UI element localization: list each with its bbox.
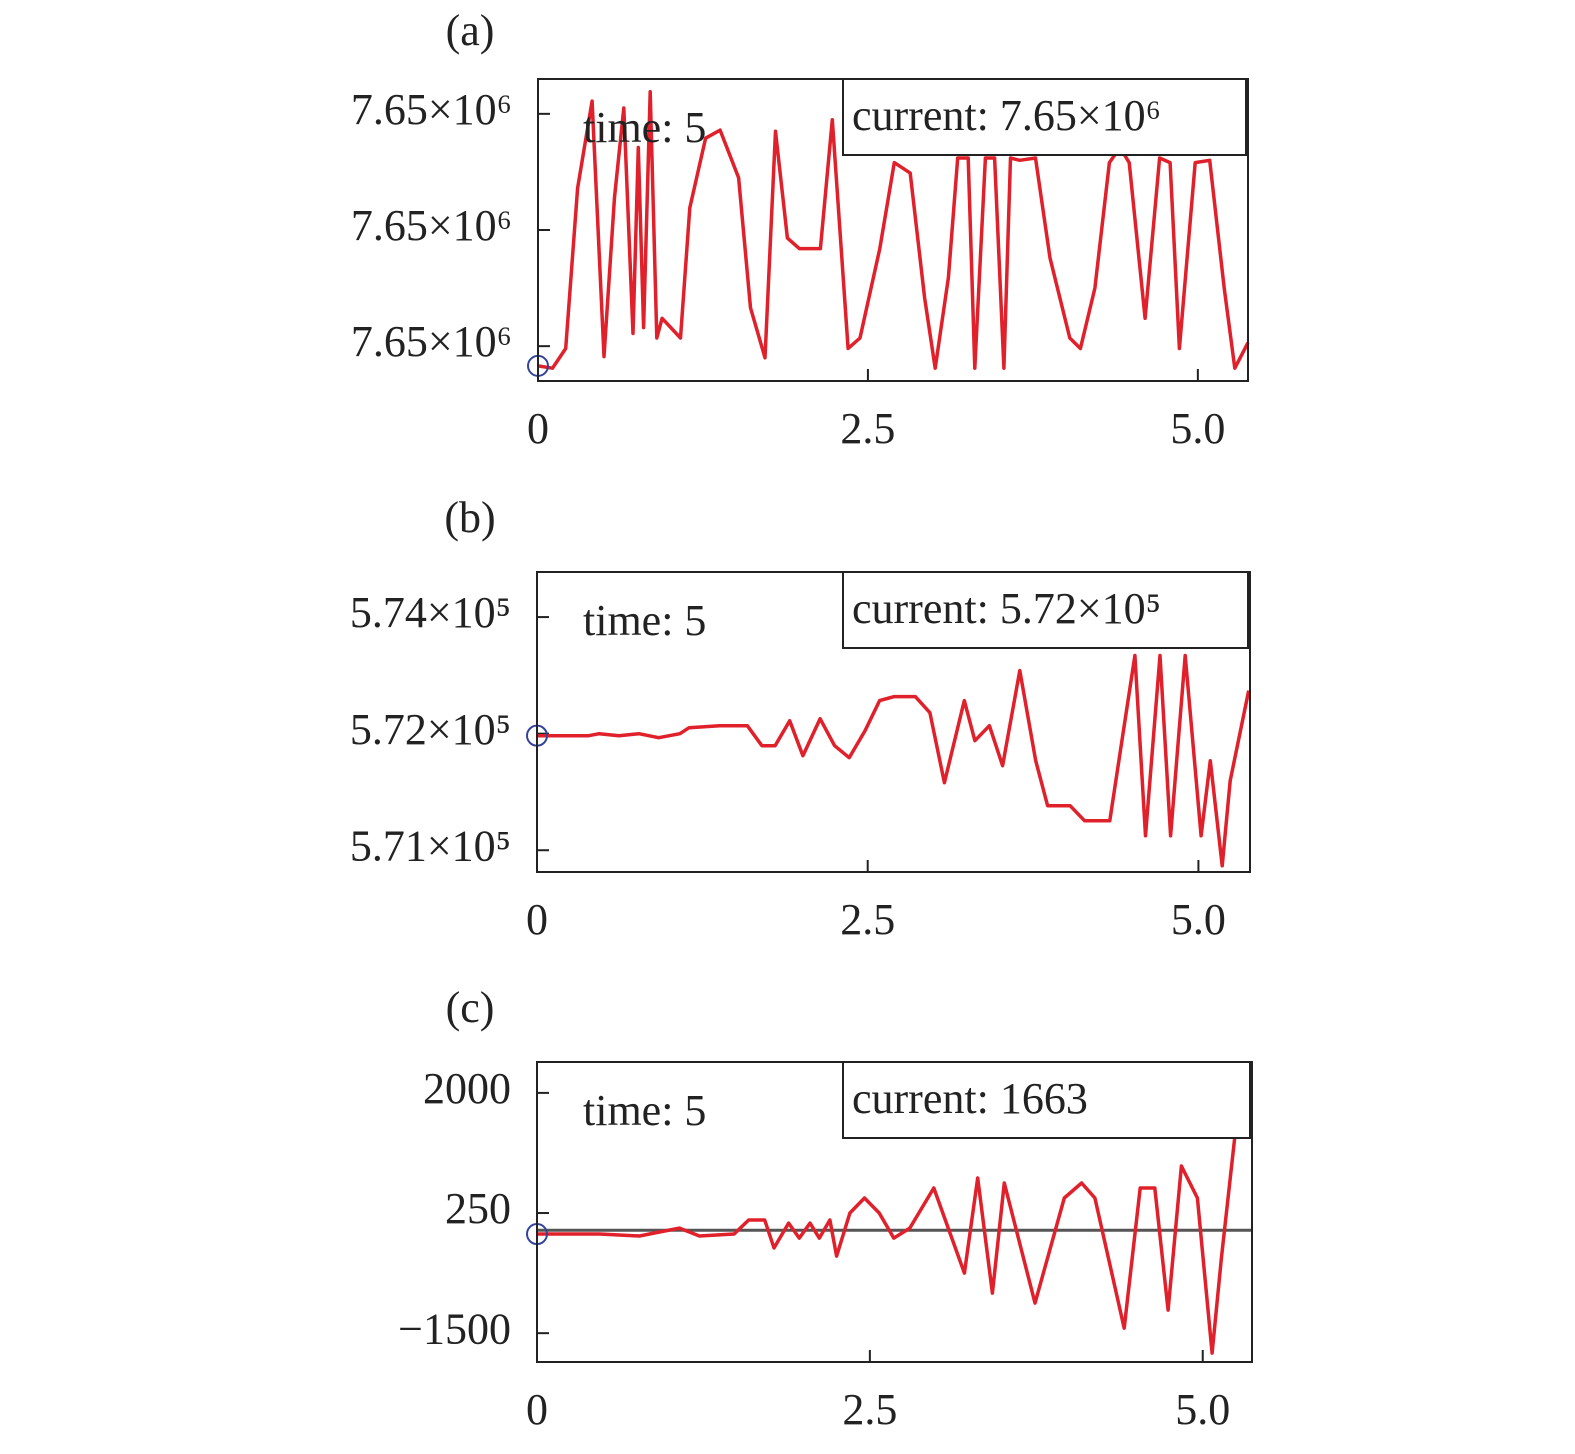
panel-label: (a): [446, 6, 495, 55]
y-tick-label: 2000: [423, 1064, 511, 1113]
time-annotation: time: 5: [583, 596, 706, 645]
y-tick-label: 5.74×10⁵: [350, 588, 511, 637]
x-tick-label: 2.5: [840, 895, 895, 944]
x-tick-label: 0: [526, 1385, 548, 1434]
x-tick-label: 5.0: [1171, 895, 1226, 944]
current-annotation: current: 1663: [852, 1074, 1088, 1123]
current-box: [842, 571, 1249, 649]
current-box: [842, 1061, 1251, 1139]
y-tick-label: 7.65×10⁶: [351, 201, 512, 250]
time-annotation: time: 5: [583, 103, 706, 152]
panel-label: (b): [444, 493, 495, 542]
y-tick-label: 7.65×10⁶: [351, 85, 512, 134]
current-annotation: current: 7.65×10⁶: [852, 91, 1161, 140]
current-annotation: current: 5.72×10⁵: [852, 584, 1161, 633]
y-tick-label: 5.72×10⁵: [350, 705, 511, 754]
current-box: [842, 78, 1247, 156]
x-tick-label: 5.0: [1175, 1385, 1230, 1434]
x-tick-label: 2.5: [842, 1385, 897, 1434]
x-tick-label: 5.0: [1170, 404, 1225, 453]
y-tick-label: 250: [445, 1184, 511, 1233]
panel-label: (c): [446, 983, 495, 1032]
y-tick-label: 5.71×10⁵: [350, 821, 511, 870]
data-line: [537, 1137, 1237, 1355]
data-line: [537, 653, 1251, 868]
x-tick-label: 0: [527, 404, 549, 453]
x-tick-label: 0: [526, 895, 548, 944]
time-annotation: time: 5: [583, 1086, 706, 1135]
y-tick-label: −1500: [398, 1304, 511, 1353]
y-tick-label: 7.65×10⁶: [351, 317, 512, 366]
x-tick-label: 2.5: [840, 404, 895, 453]
